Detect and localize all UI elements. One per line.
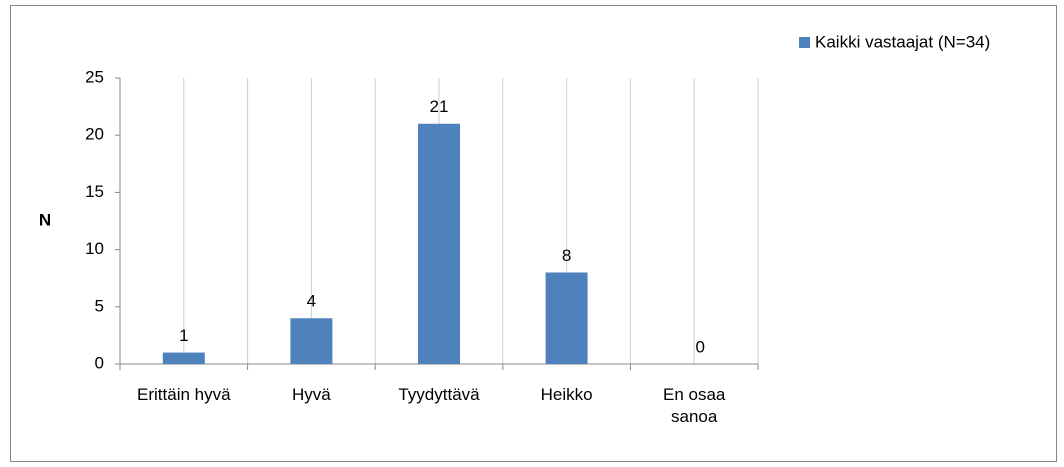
x-tick-label: Hyvä <box>292 385 331 404</box>
bar <box>545 272 588 364</box>
y-tick-label: 20 <box>85 125 104 144</box>
chart-border <box>10 5 1057 462</box>
y-axis-label: N <box>39 210 51 229</box>
legend-swatch <box>799 37 810 48</box>
x-tick-label: En osaa sanoa <box>662 385 726 426</box>
y-tick-label: 5 <box>95 296 104 315</box>
y-tick-label: 10 <box>85 239 104 258</box>
data-label: 4 <box>307 292 316 311</box>
y-tick-label: 0 <box>95 353 104 372</box>
data-label: 1 <box>179 326 188 345</box>
y-tick-label: 25 <box>85 67 104 86</box>
data-label: 21 <box>430 97 449 116</box>
x-tick-label: Tyydyttävä <box>398 385 480 404</box>
data-label: 8 <box>562 246 571 265</box>
x-tick-label: Erittäin hyvä <box>137 385 231 404</box>
x-tick-label: Heikko <box>540 385 593 404</box>
legend-label: Kaikki vastaajat (N=34) <box>815 32 990 51</box>
y-tick-label: 15 <box>85 182 104 201</box>
data-label: 0 <box>695 337 704 356</box>
bar <box>290 318 333 364</box>
bar <box>162 352 205 364</box>
bar <box>418 123 460 364</box>
